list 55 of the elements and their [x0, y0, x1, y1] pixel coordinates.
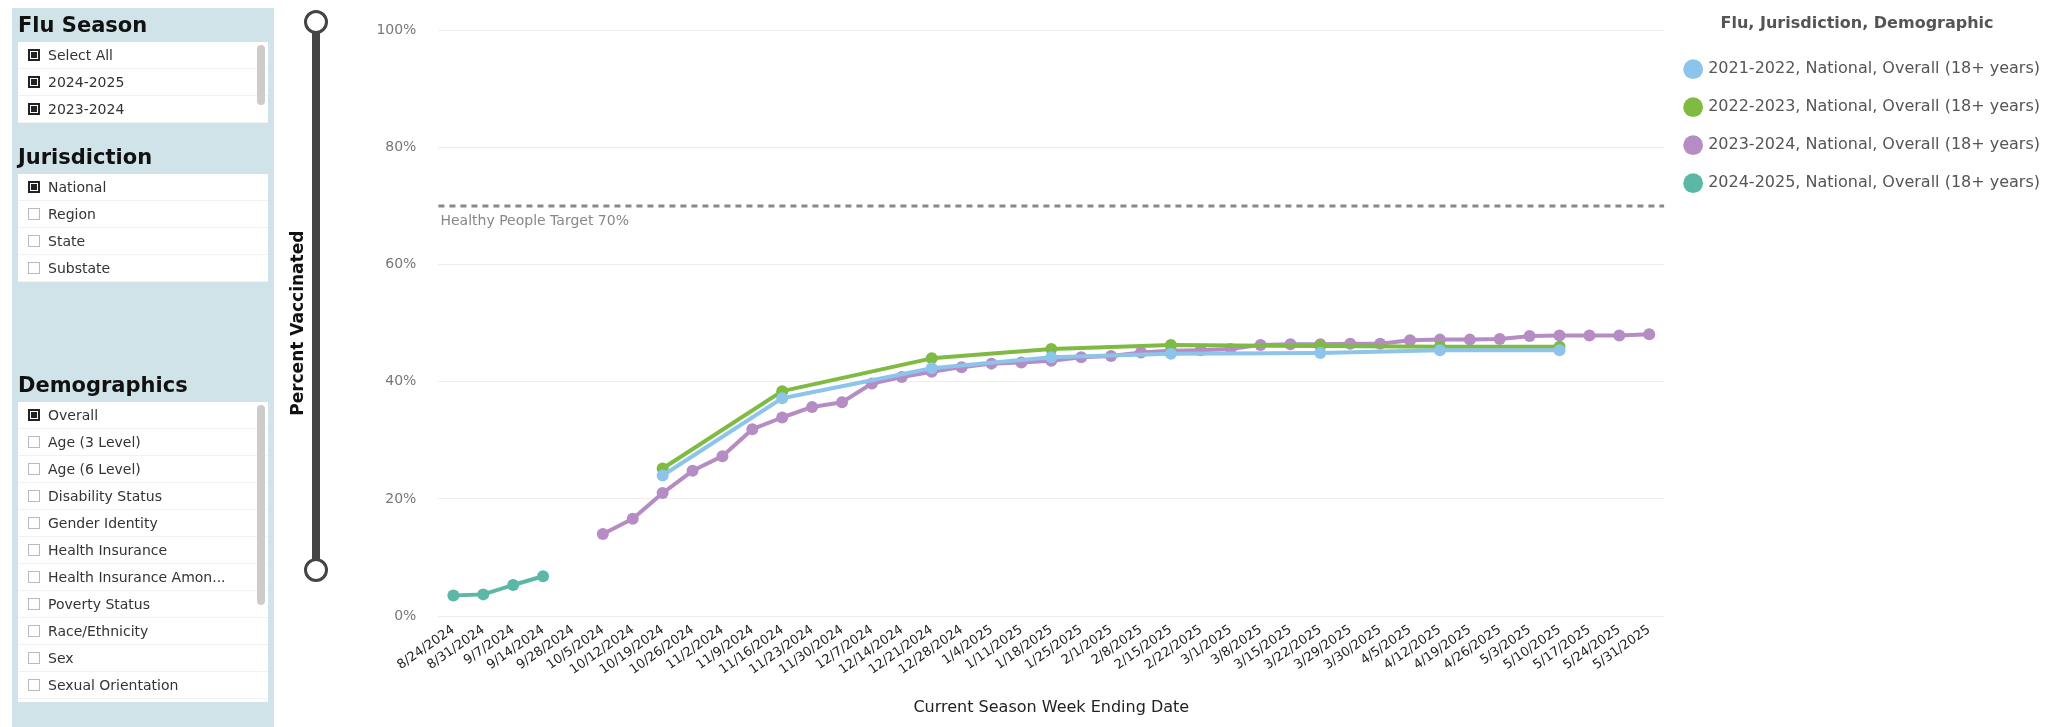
point — [447, 589, 460, 602]
point — [746, 423, 759, 436]
text: Health Insurance Amon... — [48, 568, 226, 587]
y-tick-label: 100% — [376, 21, 417, 38]
text: Age (6 Level) — [48, 460, 141, 479]
point — [626, 512, 639, 525]
point — [836, 396, 849, 409]
point — [1583, 329, 1596, 342]
text: Region — [48, 205, 96, 224]
ref-line-label: Healthy People Target 70% — [440, 211, 629, 228]
text: Health Insurance — [48, 541, 168, 560]
point — [656, 487, 669, 500]
legend-label: 2021-2022, National, Overall (18+ years) — [1708, 58, 2040, 78]
text: Disability Status — [48, 487, 162, 506]
text: Flu Season — [18, 12, 149, 39]
text: Gender Identity — [48, 514, 158, 533]
text: National — [48, 178, 107, 197]
text: Jurisdiction — [18, 144, 154, 171]
text: Demographics — [18, 372, 189, 399]
text: 2024-2025 — [48, 73, 125, 92]
text: Substate — [48, 259, 111, 278]
legend-label: 2022-2023, National, Overall (18+ years) — [1708, 96, 2040, 116]
point — [1643, 328, 1656, 341]
text: Age (3 Level) — [48, 433, 141, 452]
y-tick-label: 0% — [394, 606, 417, 623]
y-tick-label: 20% — [385, 489, 417, 506]
point — [1553, 329, 1566, 342]
text: Overall — [48, 406, 99, 425]
point — [1493, 333, 1506, 346]
x-axis-title: Current Season Week Ending Date — [913, 696, 1190, 716]
point — [1523, 330, 1536, 343]
legend-label: 2023-2024, National, Overall (18+ years) — [1708, 134, 2040, 154]
point — [716, 450, 729, 463]
point — [686, 464, 699, 477]
text: Poverty Status — [48, 595, 150, 614]
text: Sex — [48, 649, 74, 668]
y-tick-label: 60% — [385, 255, 417, 272]
text: 2023-2024 — [48, 100, 125, 119]
y-tick-label: 40% — [385, 372, 417, 389]
point — [1463, 333, 1476, 346]
point — [806, 400, 819, 413]
point — [537, 570, 550, 583]
point — [1613, 329, 1626, 342]
text: State — [48, 232, 86, 251]
point — [596, 528, 609, 541]
legend-label: 2024-2025, National, Overall (18+ years) — [1708, 172, 2040, 192]
text: Race/Ethnicity — [48, 622, 149, 641]
legend-title: Flu, Jurisdiction, Demographic — [1720, 13, 1994, 33]
point — [477, 588, 490, 601]
text: Select All — [48, 46, 113, 65]
y-tick-label: 80% — [385, 138, 417, 155]
y-axis-title: Percent Vaccinated — [286, 230, 307, 416]
point — [776, 411, 789, 424]
text: Sexual Orientation — [48, 676, 179, 695]
point — [507, 579, 520, 592]
